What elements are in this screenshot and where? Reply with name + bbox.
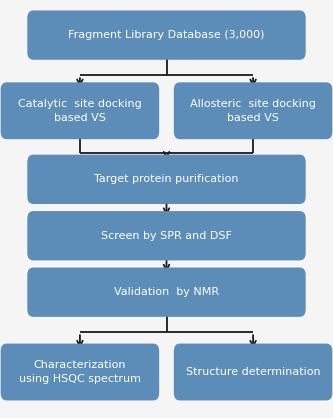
- Text: Characterization
using HSQC spectrum: Characterization using HSQC spectrum: [19, 360, 141, 384]
- Text: Fragment Library Database (3,000): Fragment Library Database (3,000): [68, 30, 265, 40]
- Text: Validation  by NMR: Validation by NMR: [114, 287, 219, 297]
- FancyBboxPatch shape: [1, 82, 159, 139]
- Text: Target protein purification: Target protein purification: [94, 174, 239, 184]
- Text: Screen by SPR and DSF: Screen by SPR and DSF: [101, 231, 232, 241]
- Text: Structure determination: Structure determination: [186, 367, 320, 377]
- FancyBboxPatch shape: [27, 268, 306, 317]
- FancyBboxPatch shape: [174, 344, 332, 400]
- FancyBboxPatch shape: [27, 10, 306, 60]
- FancyBboxPatch shape: [1, 344, 159, 400]
- Text: Allosteric  site docking
based VS: Allosteric site docking based VS: [190, 99, 316, 123]
- Text: Catalytic  site docking
based VS: Catalytic site docking based VS: [18, 99, 142, 123]
- FancyBboxPatch shape: [174, 82, 332, 139]
- FancyBboxPatch shape: [27, 211, 306, 260]
- FancyBboxPatch shape: [27, 155, 306, 204]
